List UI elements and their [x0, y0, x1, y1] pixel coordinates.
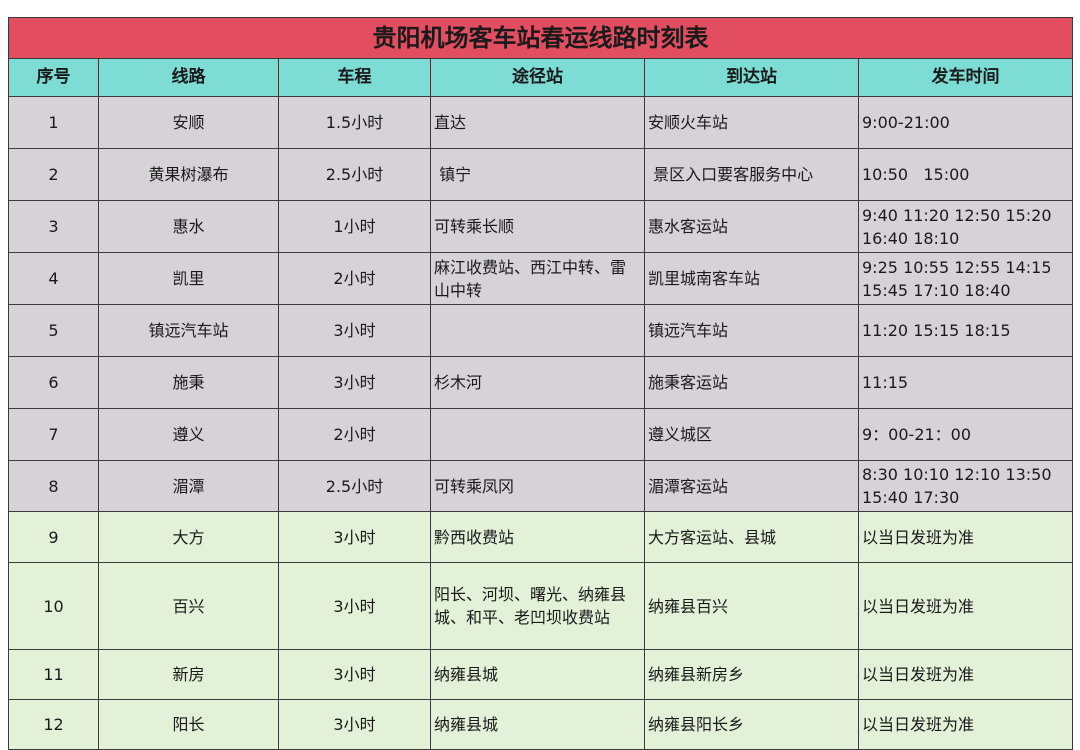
- cell-index: 1: [8, 96, 99, 149]
- cell-departure: 9：00-21：00: [857, 408, 1074, 461]
- cell-departure: 9:00-21:00: [857, 96, 1074, 149]
- cell-index: 10: [8, 562, 99, 650]
- cell-duration: 1.5小时: [278, 96, 431, 149]
- cell-departure: 以当日发班为准: [857, 511, 1074, 563]
- cell-via: 杉木河: [430, 356, 645, 409]
- cell-index: 7: [8, 408, 99, 461]
- cell-index: 2: [8, 148, 99, 201]
- cell-departure: 8:30 10:10 12:10 13:50 15:40 17:30: [857, 460, 1074, 512]
- timetable-table: 贵阳机场客车站春运线路时刻表 序号 线路 车程 途径站 到达站 发车时间 1 安顺 1.5小时…: [7, 17, 1074, 750]
- column-header: 发车时间: [857, 58, 1074, 97]
- cell-index: 11: [8, 649, 99, 700]
- cell-index: 12: [8, 699, 99, 750]
- cell-via: 直达: [430, 96, 645, 149]
- cell-destination: 遵义城区: [644, 408, 859, 461]
- table-row: 11 新房 3小时 纳雍县城 纳雍县新房乡 以当日发班为准: [8, 649, 1074, 700]
- cell-destination: 惠水客运站: [644, 200, 859, 253]
- cell-duration: 2小时: [278, 252, 431, 305]
- cell-departure: 9:40 11:20 12:50 15:20 16:40 18:10: [857, 200, 1074, 253]
- table-row: 6 施秉 3小时 杉木河 施秉客运站 11:15: [8, 356, 1074, 409]
- table-row: 12 阳长 3小时 纳雍县城 纳雍县阳长乡 以当日发班为准: [8, 699, 1074, 750]
- cell-destination: 镇远汽车站: [644, 304, 859, 357]
- cell-route: 安顺: [98, 96, 279, 149]
- cell-destination: 纳雍县百兴: [644, 562, 859, 650]
- cell-destination: 湄潭客运站: [644, 460, 859, 512]
- cell-destination: 纳雍县新房乡: [644, 649, 859, 700]
- column-header: 线路: [98, 58, 279, 97]
- column-header: 途径站: [430, 58, 645, 97]
- table-row: 1 安顺 1.5小时 直达 安顺火车站 9:00-21:00: [8, 96, 1074, 149]
- cell-departure: 以当日发班为准: [857, 699, 1074, 750]
- cell-duration: 3小时: [278, 699, 431, 750]
- cell-duration: 3小时: [278, 562, 431, 650]
- table-row: 7 遵义 2小时 遵义城区 9：00-21：00: [8, 408, 1074, 461]
- cell-index: 8: [8, 460, 99, 512]
- cell-departure: 11:15: [857, 356, 1074, 409]
- cell-route: 施秉: [98, 356, 279, 409]
- column-header: 到达站: [644, 58, 859, 97]
- cell-route: 黄果树瀑布: [98, 148, 279, 201]
- cell-via: 镇宁: [430, 148, 645, 201]
- cell-route: 大方: [98, 511, 279, 563]
- cell-duration: 2.5小时: [278, 148, 431, 201]
- table-row: 4 凯里 2小时 麻江收费站、西江中转、雷山中转 凯里城南客车站 9:25 10:55 1…: [8, 252, 1074, 305]
- table-row: 8 湄潭 2.5小时 可转乘凤冈 湄潭客运站 8:30 10:10 12:10 13:50…: [8, 460, 1074, 512]
- cell-duration: 2小时: [278, 408, 431, 461]
- cell-route: 新房: [98, 649, 279, 700]
- table-row: 9 大方 3小时 黔西收费站 大方客运站、县城 以当日发班为准: [8, 511, 1074, 563]
- table-row: 5 镇远汽车站 3小时 镇远汽车站 11:20 15:15 18:15: [8, 304, 1074, 357]
- cell-destination: 景区入口要客服务中心: [644, 148, 859, 201]
- cell-destination: 纳雍县阳长乡: [644, 699, 859, 750]
- table-row: 2 黄果树瀑布 2.5小时 镇宁 景区入口要客服务中心 10:50 15:00: [8, 148, 1074, 201]
- cell-via: [430, 408, 645, 461]
- cell-destination: 施秉客运站: [644, 356, 859, 409]
- cell-destination: 安顺火车站: [644, 96, 859, 149]
- cell-duration: 3小时: [278, 649, 431, 700]
- column-header: 序号: [8, 58, 99, 97]
- timetable: 贵阳机场客车站春运线路时刻表 序号 线路 车程 途径站 到达站 发车时间 1 安顺 1.5小时…: [7, 17, 1074, 750]
- cell-route: 遵义: [98, 408, 279, 461]
- cell-departure: 10:50 15:00: [857, 148, 1074, 201]
- table-row: 3 惠水 1小时 可转乘长顺 惠水客运站 9:40 11:20 12:50 15:20 1…: [8, 200, 1074, 253]
- cell-departure: 以当日发班为准: [857, 562, 1074, 650]
- cell-duration: 3小时: [278, 304, 431, 357]
- cell-index: 9: [8, 511, 99, 563]
- cell-via: 阳长、河坝、曙光、纳雍县城、和平、老凹坝收费站: [430, 562, 645, 650]
- cell-index: 5: [8, 304, 99, 357]
- cell-departure: 11:20 15:15 18:15: [857, 304, 1074, 357]
- cell-via: [430, 304, 645, 357]
- header-row: 序号 线路 车程 途径站 到达站 发车时间: [8, 58, 1074, 97]
- cell-index: 4: [8, 252, 99, 305]
- cell-via: 黔西收费站: [430, 511, 645, 563]
- cell-departure: 以当日发班为准: [857, 649, 1074, 700]
- cell-duration: 3小时: [278, 356, 431, 409]
- cell-route: 镇远汽车站: [98, 304, 279, 357]
- cell-route: 惠水: [98, 200, 279, 253]
- cell-index: 6: [8, 356, 99, 409]
- cell-duration: 1小时: [278, 200, 431, 253]
- cell-via: 麻江收费站、西江中转、雷山中转: [430, 252, 645, 305]
- cell-departure: 9:25 10:55 12:55 14:15 15:45 17:10 18:40: [857, 252, 1074, 305]
- cell-route: 凯里: [98, 252, 279, 305]
- cell-destination: 大方客运站、县城: [644, 511, 859, 563]
- cell-route: 湄潭: [98, 460, 279, 512]
- cell-duration: 3小时: [278, 511, 431, 563]
- cell-duration: 2.5小时: [278, 460, 431, 512]
- cell-via: 可转乘长顺: [430, 200, 645, 253]
- column-header: 车程: [278, 58, 431, 97]
- page-title: 贵阳机场客车站春运线路时刻表: [7, 17, 1074, 59]
- cell-via: 可转乘凤冈: [430, 460, 645, 512]
- cell-index: 3: [8, 200, 99, 253]
- cell-route: 百兴: [98, 562, 279, 650]
- cell-destination: 凯里城南客车站: [644, 252, 859, 305]
- cell-via: 纳雍县城: [430, 649, 645, 700]
- cell-route: 阳长: [98, 699, 279, 750]
- cell-via: 纳雍县城: [430, 699, 645, 750]
- table-row: 10 百兴 3小时 阳长、河坝、曙光、纳雍县城、和平、老凹坝收费站 纳雍县百兴 以当日发班…: [8, 562, 1074, 650]
